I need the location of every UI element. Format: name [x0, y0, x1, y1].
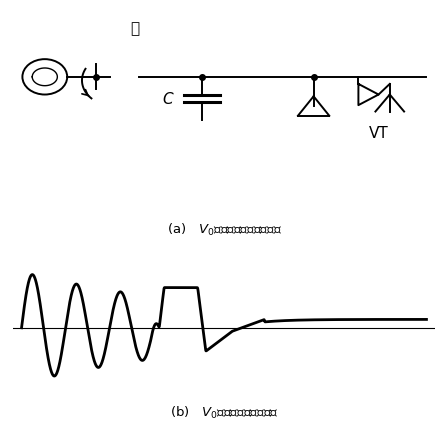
- Text: 切: 切: [130, 21, 139, 36]
- Text: (b)   $V_0$発生時の電圧波形例: (b) $V_0$発生時の電圧波形例: [170, 403, 278, 420]
- Text: VT: VT: [369, 125, 388, 140]
- Text: $C$: $C$: [162, 91, 175, 107]
- Text: (a)   $V_0$発生時の電力系統状況: (a) $V_0$発生時の電力系統状況: [167, 222, 281, 237]
